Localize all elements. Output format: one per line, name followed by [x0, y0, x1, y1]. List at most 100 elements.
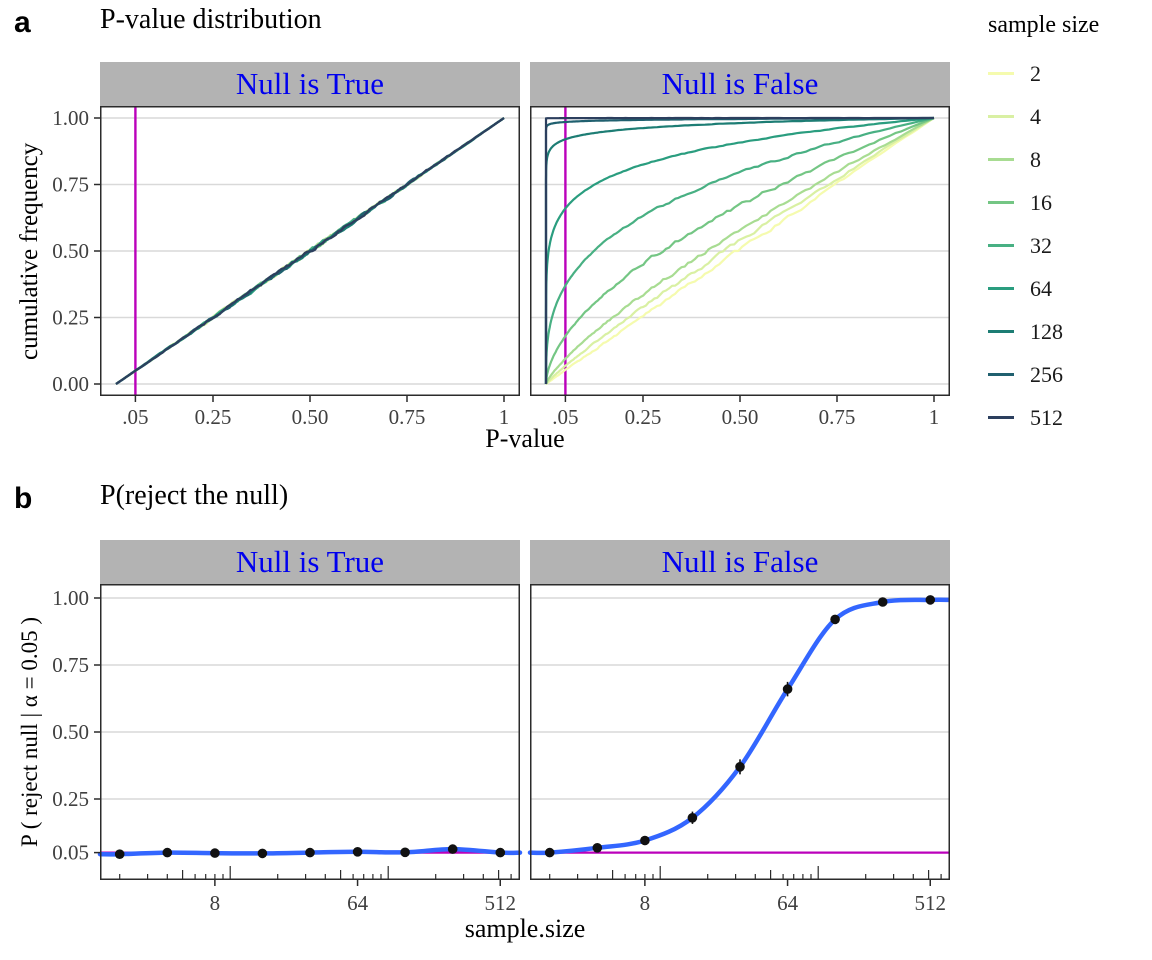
power-point	[210, 848, 220, 858]
legend-item-label: 256	[1030, 361, 1063, 387]
panel-border	[100, 584, 520, 880]
x-tick-label: 0.25	[625, 405, 662, 428]
x-tick-label: 0.50	[292, 405, 329, 428]
ecdf-curve-n512	[544, 116, 934, 384]
x-tick-label: 512	[915, 891, 947, 914]
y-tick-label: 0.75	[52, 653, 89, 677]
power-point	[162, 847, 173, 858]
legend-item-label: 64	[1030, 275, 1052, 301]
power-point	[352, 847, 363, 857]
panel-b-x-axis-title: sample.size	[464, 914, 586, 943]
legend-item: 128	[988, 310, 1063, 353]
facet-strip-a-null-false-label: Null is False	[661, 66, 819, 101]
power-point	[640, 835, 650, 846]
power-point	[687, 813, 698, 823]
y-tick-label: 0.05	[52, 841, 89, 865]
x-tick-label: 8	[640, 891, 651, 914]
panel-b-letter: b	[14, 482, 33, 515]
y-tick-label: 0.75	[52, 173, 89, 197]
panel-b-title: P(reject the null)	[100, 480, 289, 511]
ecdf-curve-n2	[545, 117, 935, 385]
legend-item: 4	[988, 95, 1063, 138]
legend-item-label: 8	[1030, 146, 1041, 172]
ecdf-curve-n4	[544, 117, 935, 385]
legend-item: 512	[988, 396, 1063, 439]
smooth-curve	[527, 597, 950, 856]
legend-item-label: 2	[1030, 60, 1041, 86]
panel-a-plot-area: .05 0.25 0.50 0.75 1 0.00 0.25 0.50 0.75 1.00 .05 0…	[52, 106, 950, 428]
legend-key-line	[988, 115, 1014, 118]
facet-strip-b-null-false: Null is False	[530, 540, 950, 584]
legend-key-line	[988, 416, 1014, 419]
facet-strip-a-null-false: Null is False	[530, 62, 950, 106]
power-point	[735, 762, 745, 772]
power-point	[592, 843, 603, 853]
x-tick-label: 64	[777, 891, 799, 914]
power-point	[877, 597, 888, 607]
power-point	[782, 684, 793, 694]
y-tick-label: 0.50	[52, 720, 89, 744]
legend-item-label: 4	[1030, 103, 1041, 129]
legend-item-label: 512	[1030, 404, 1063, 430]
power-point	[114, 849, 125, 859]
x-tick-label: .05	[122, 405, 148, 428]
y-tick-label: 0.00	[52, 372, 89, 396]
ecdf-curve-n16	[544, 116, 935, 385]
facet-panel-1: .05 0.25 0.50 0.75 1	[530, 106, 950, 428]
facet-strip-a-null-true: Null is True	[100, 62, 520, 106]
ecdf-curve-n8	[544, 117, 935, 385]
x-tick-label: 0.25	[195, 405, 232, 428]
y-tick-label: 0.25	[52, 787, 89, 811]
legend-key-line	[988, 201, 1014, 204]
y-tick-label: 0.50	[52, 239, 89, 263]
x-tick-label: .05	[552, 405, 578, 428]
x-tick-label: 0.75	[819, 405, 856, 428]
panel-border	[100, 106, 520, 396]
x-tick-label: 1	[929, 405, 940, 428]
legend-item-label: 16	[1030, 189, 1052, 215]
ecdf-curve-n64	[544, 116, 935, 384]
y-tick-label: 1.00	[52, 106, 89, 130]
legend-item: 64	[988, 267, 1063, 310]
facet-strip-b-null-false-label: Null is False	[661, 544, 819, 579]
x-tick-label: 64	[347, 891, 369, 914]
panel-border	[530, 584, 950, 880]
legend-item-label: 32	[1030, 232, 1052, 258]
facet-panel-1: 8 64 512	[527, 584, 950, 914]
legend-item: 2	[988, 52, 1063, 95]
x-tick-label: 0.50	[722, 405, 759, 428]
legend-item: 32	[988, 224, 1063, 267]
facet-strip-b-null-true: Null is True	[100, 540, 520, 584]
legend-key-line	[988, 72, 1014, 75]
power-point	[257, 848, 268, 859]
facet-strip-b-null-true-label: Null is True	[235, 544, 385, 579]
legend-item: 8	[988, 138, 1063, 181]
power-point	[400, 847, 410, 858]
x-tick-label: 1	[499, 405, 510, 428]
legend-key-line	[988, 330, 1014, 333]
power-point	[830, 614, 840, 625]
y-tick-label: 0.25	[52, 306, 89, 330]
ecdf-curve-n512	[115, 117, 505, 385]
facet-panel-0: 8 64 512 0.05 0.25 0.50 0.75 1.00	[52, 584, 523, 914]
legend-key-line	[988, 287, 1014, 290]
legend-key-line	[988, 158, 1014, 161]
ecdf-curve-n32	[544, 116, 935, 384]
legend-item-label: 128	[1030, 318, 1063, 344]
y-tick-label: 1.00	[52, 586, 89, 610]
power-point	[544, 847, 555, 858]
legend-item: 256	[988, 353, 1063, 396]
panel-b-plot-area: 8 64 512 0.05 0.25 0.50 0.75 1.00 8 64 512	[52, 584, 950, 914]
panel-a-x-axis-title: P-value	[485, 424, 565, 453]
legend-key-line	[988, 244, 1014, 247]
power-point	[925, 595, 936, 605]
ecdf-curve-n128	[544, 116, 935, 384]
power-point	[305, 847, 315, 858]
panel-border	[530, 106, 950, 396]
facet-panel-0: .05 0.25 0.50 0.75 1 0.00 0.25 0.50 0.75 1.00	[52, 106, 520, 428]
panel-a-letter: a	[14, 6, 31, 39]
power-point	[495, 847, 506, 858]
legend-item: 16	[988, 181, 1063, 224]
panel-a-title: P-value distribution	[100, 4, 322, 35]
